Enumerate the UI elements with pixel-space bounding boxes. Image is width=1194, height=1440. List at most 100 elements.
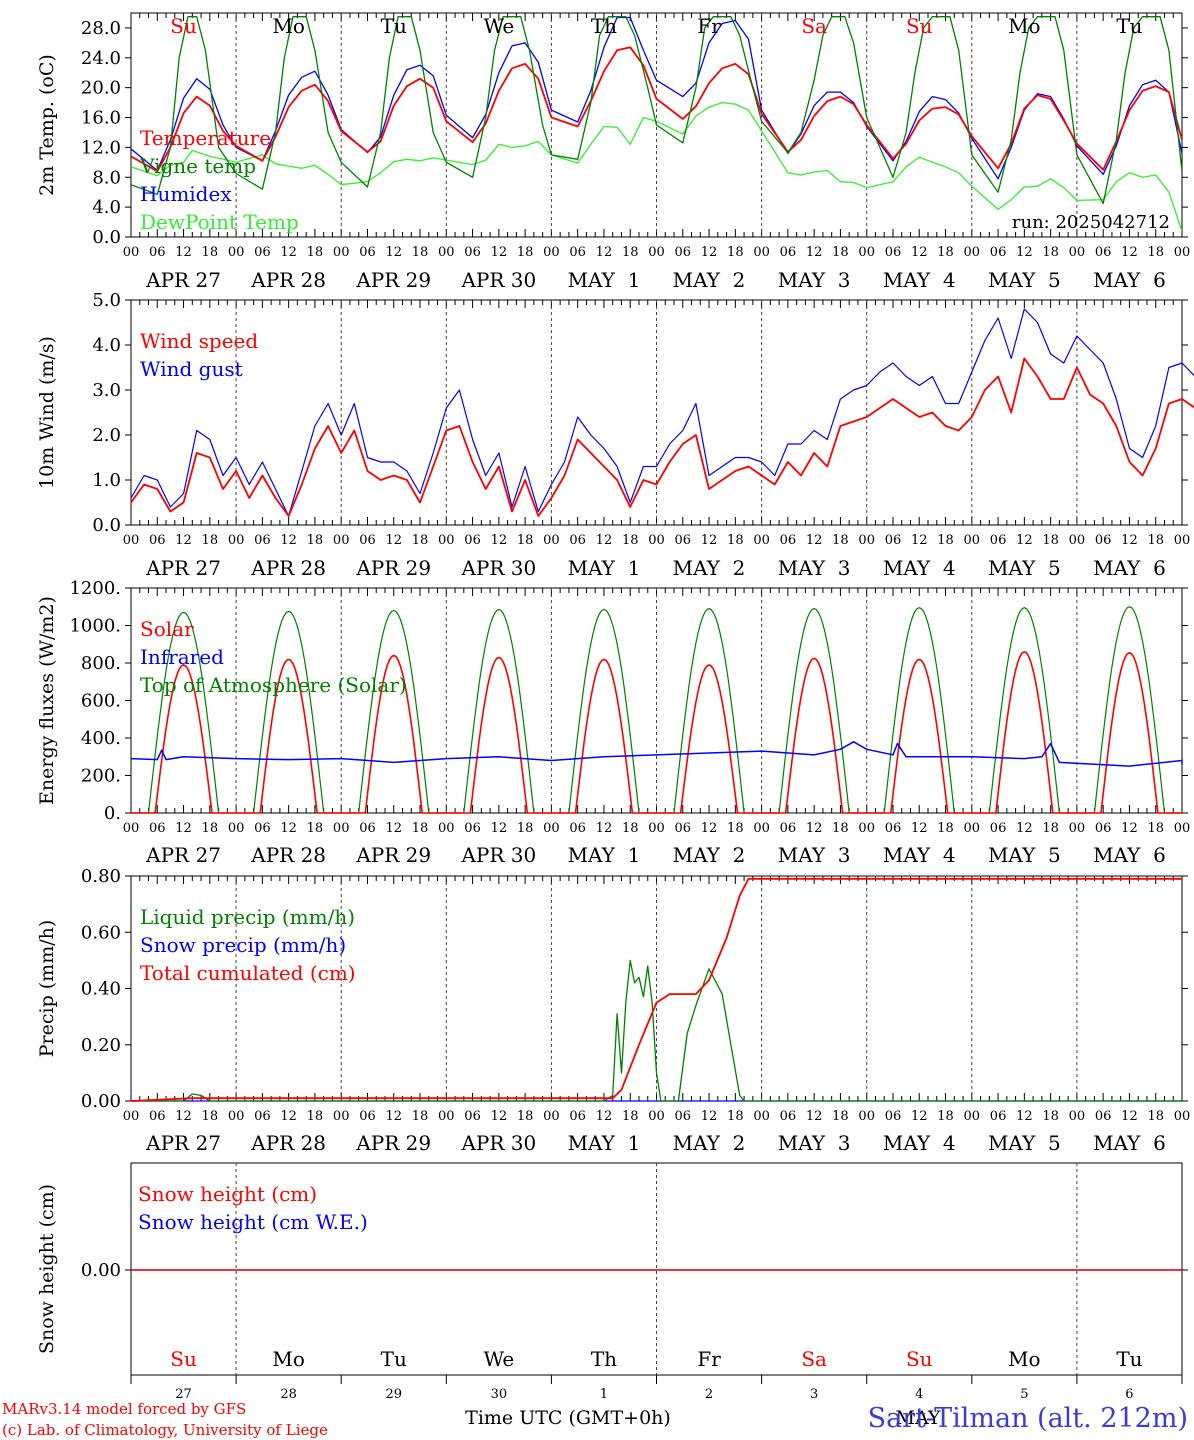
y-tick-label: 0.40 bbox=[81, 979, 121, 1000]
hour-tick-label: 12 bbox=[806, 1109, 823, 1124]
y-tick-label: 0. bbox=[104, 803, 121, 824]
y-tick-label: 3.0 bbox=[92, 380, 121, 401]
hour-tick-label: 00 bbox=[228, 1109, 245, 1124]
y-tick-label: 0.0 bbox=[92, 227, 121, 248]
hour-tick-label: 18 bbox=[937, 245, 954, 260]
y-tick-label: 28.0 bbox=[81, 18, 121, 39]
hour-tick-label: 00 bbox=[648, 821, 665, 836]
date-label: APR 29 bbox=[355, 268, 431, 292]
hour-tick-label: 00 bbox=[123, 533, 140, 548]
hour-tick-label: 12 bbox=[175, 1109, 192, 1124]
series-temperature bbox=[131, 46, 1182, 173]
hour-tick-label: 12 bbox=[701, 821, 718, 836]
hour-tick-label: 12 bbox=[280, 821, 297, 836]
hour-tick-label: 18 bbox=[202, 1109, 219, 1124]
y-tick-label: 200. bbox=[81, 766, 121, 787]
y-tick-label: 800. bbox=[81, 653, 121, 674]
weekday-label: Sa bbox=[801, 14, 827, 38]
hour-tick-label: 06 bbox=[149, 821, 166, 836]
hour-tick-label: 12 bbox=[701, 245, 718, 260]
day-number-label: 1 bbox=[600, 1387, 608, 1402]
hour-tick-label: 00 bbox=[858, 533, 875, 548]
hour-tick-label: 12 bbox=[280, 533, 297, 548]
weekday-label: Mo bbox=[1008, 14, 1041, 38]
hour-tick-label: 12 bbox=[911, 533, 928, 548]
y-tick-label: 8.0 bbox=[92, 167, 121, 188]
hour-tick-label: 18 bbox=[202, 533, 219, 548]
hour-tick-label: 06 bbox=[569, 821, 586, 836]
hour-tick-label: 18 bbox=[307, 533, 324, 548]
hour-tick-label: 12 bbox=[1121, 245, 1138, 260]
day-number-label: 3 bbox=[810, 1387, 818, 1402]
legend-wind-gust: Wind gust bbox=[140, 357, 243, 381]
legend-snow-height-cm-w-e: Snow height (cm W.E.) bbox=[138, 1210, 368, 1234]
hour-tick-label: 18 bbox=[727, 1109, 744, 1124]
hour-tick-label: 06 bbox=[254, 533, 271, 548]
x-axis-label: Time UTC (GMT+0h) bbox=[465, 1407, 671, 1429]
y-tick-label: 16.0 bbox=[81, 108, 121, 129]
date-label: APR 30 bbox=[460, 1131, 536, 1155]
panel-snow: Snow height (cm) 0.00 Snow height (cm) Snow… bbox=[36, 1162, 1188, 1402]
day-number-label: 2 bbox=[705, 1387, 713, 1402]
series-total-cumulated bbox=[130, 877, 1182, 1102]
hour-tick-label: 18 bbox=[517, 533, 534, 548]
date-label: MAY 5 bbox=[988, 1131, 1061, 1155]
y-tick-label: 1200. bbox=[69, 578, 121, 599]
y-tick-label: 0.80 bbox=[81, 866, 121, 887]
date-label: APR 27 bbox=[145, 1131, 221, 1155]
hour-tick-label: 18 bbox=[307, 245, 324, 260]
hour-tick-label: 18 bbox=[622, 1109, 639, 1124]
panel-wind: 0.0 1.0 2.0 3.0 4.0 5.0 10m Wind (m/s) 00 06 12 18… bbox=[36, 290, 1194, 580]
hour-tick-label: 18 bbox=[1042, 245, 1059, 260]
y-tick-label: 2.0 bbox=[92, 425, 121, 446]
hour-tick-label: 12 bbox=[385, 533, 402, 548]
date-label: APR 30 bbox=[460, 556, 536, 580]
hour-tick-label: 12 bbox=[596, 245, 613, 260]
series-solar bbox=[131, 651, 1182, 814]
hour-tick-label: 00 bbox=[1069, 821, 1086, 836]
hour-tick-label: 00 bbox=[648, 533, 665, 548]
hour-tick-label: 06 bbox=[885, 533, 902, 548]
day-number-label: 27 bbox=[175, 1387, 192, 1402]
temp-lines bbox=[131, 16, 1182, 232]
hour-tick-label: 18 bbox=[622, 821, 639, 836]
legend-liquid-precip-mm-h: Liquid precip (mm/h) bbox=[140, 905, 355, 929]
y-axis-label: Precip (mm/h) bbox=[36, 920, 58, 1058]
y-tick-label: 0.20 bbox=[81, 1035, 121, 1056]
day-number-label: 30 bbox=[491, 1387, 508, 1402]
hour-tick-label: 06 bbox=[675, 821, 692, 836]
hour-tick-label: 18 bbox=[622, 245, 639, 260]
hour-tick-label: 00 bbox=[123, 245, 140, 260]
hour-tick-label: 06 bbox=[1095, 533, 1112, 548]
hour-tick-label: 00 bbox=[1174, 245, 1191, 260]
hour-tick-label: 00 bbox=[438, 245, 455, 260]
y-tick-label: 400. bbox=[81, 728, 121, 749]
hour-tick-label: 00 bbox=[753, 1109, 770, 1124]
series-dewpoint-temp bbox=[131, 101, 1182, 232]
day-number-label: 5 bbox=[1020, 1387, 1028, 1402]
date-label: APR 29 bbox=[355, 1131, 431, 1155]
hour-tick-label: 12 bbox=[911, 1109, 928, 1124]
y-axis-label: Energy fluxes (W/m2) bbox=[36, 596, 58, 805]
legend-infrared: Infrared bbox=[140, 645, 224, 669]
day-number-label: 6 bbox=[1125, 1387, 1133, 1402]
hour-tick-label: 00 bbox=[1174, 821, 1191, 836]
series-humidex bbox=[131, 16, 1182, 180]
y-tick-label: 0.00 bbox=[81, 1260, 121, 1281]
hour-tick-label: 00 bbox=[123, 821, 140, 836]
hour-tick-label: 00 bbox=[438, 1109, 455, 1124]
hour-tick-label: 06 bbox=[359, 533, 376, 548]
weekday-label: Tu bbox=[381, 14, 407, 38]
hour-tick-label: 00 bbox=[123, 1109, 140, 1124]
hour-tick-label: 12 bbox=[1016, 533, 1033, 548]
hour-tick-label: 06 bbox=[780, 245, 797, 260]
y-tick-label: 600. bbox=[81, 691, 121, 712]
hour-tick-label: 12 bbox=[491, 533, 508, 548]
date-label: MAY 1 bbox=[568, 843, 641, 867]
weekday-label-bottom: Sa bbox=[801, 1347, 827, 1371]
footer-model: MARv3.14 model forced by GFS bbox=[2, 1400, 246, 1418]
date-label: MAY 3 bbox=[778, 556, 851, 580]
hour-tick-label: 06 bbox=[675, 1109, 692, 1124]
hour-tick-label: 18 bbox=[1042, 1109, 1059, 1124]
